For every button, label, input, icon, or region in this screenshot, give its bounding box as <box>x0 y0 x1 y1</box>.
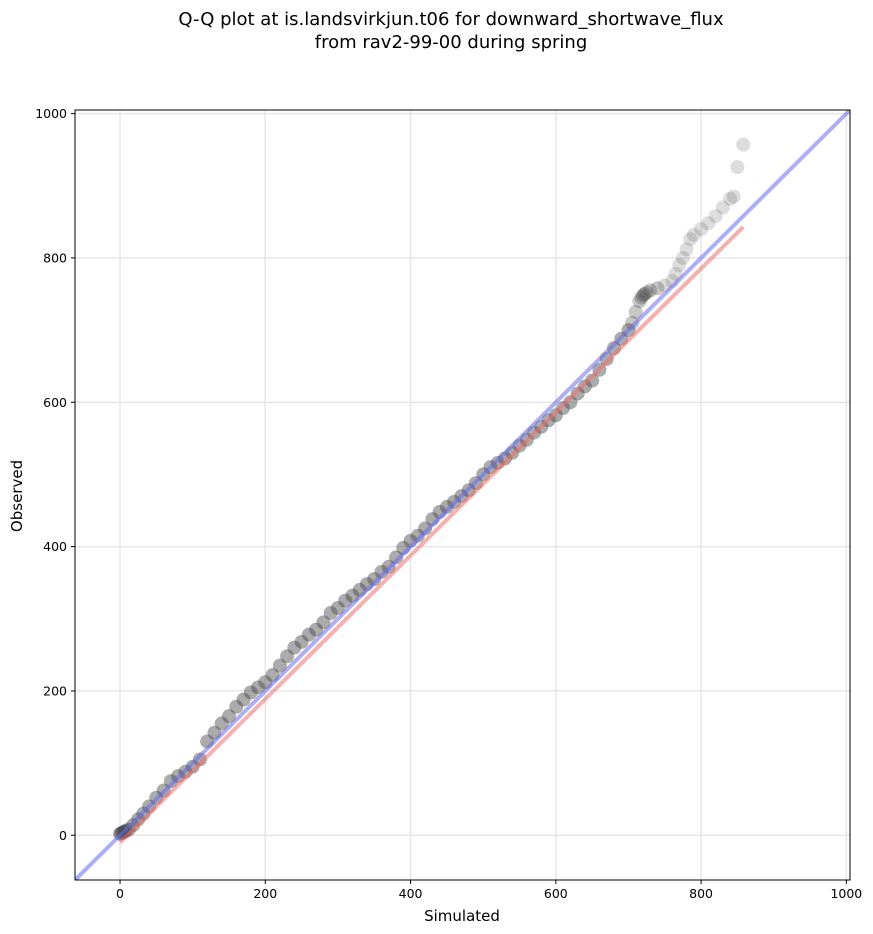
y-axis-label: Observed <box>8 460 26 532</box>
one-to-one-line <box>75 110 850 880</box>
data-point <box>221 709 236 724</box>
data-point <box>214 716 229 731</box>
x-tick-label: 200 <box>253 886 277 901</box>
data-point <box>643 283 658 298</box>
data-point <box>301 627 316 642</box>
data-point <box>723 191 738 206</box>
y-tick-label: 600 <box>43 395 67 410</box>
data-point <box>672 258 687 273</box>
y-tick-label: 400 <box>43 539 67 554</box>
data-point <box>243 685 258 700</box>
data-point <box>639 285 654 300</box>
plot-data <box>75 110 850 880</box>
x-tick-label: 800 <box>689 886 713 901</box>
data-point <box>367 572 382 587</box>
x-tick-label: 600 <box>544 886 568 901</box>
data-point <box>686 227 701 242</box>
data-point <box>316 615 331 630</box>
data-point <box>272 658 287 673</box>
x-axis-label: Simulated <box>424 907 500 925</box>
chart-title-line1: Q-Q plot at is.landsvirkjun.t06 for down… <box>178 9 724 30</box>
data-point <box>294 634 309 649</box>
data-point <box>650 281 665 296</box>
data-point <box>185 759 200 774</box>
data-point <box>556 401 571 416</box>
data-point <box>418 521 433 536</box>
data-point <box>730 160 745 175</box>
y-tick-label: 800 <box>43 250 67 265</box>
data-point <box>389 550 404 565</box>
data-point <box>637 287 652 302</box>
data-point <box>570 386 585 401</box>
chart-title-line2: from rav2-99-00 during spring <box>315 32 588 53</box>
data-point <box>548 408 563 423</box>
data-point <box>330 600 345 615</box>
data-point <box>708 209 723 224</box>
y-tick-label: 0 <box>59 828 67 843</box>
y-tick-label: 200 <box>43 683 67 698</box>
data-point <box>374 564 389 579</box>
data-point <box>628 305 643 320</box>
data-point <box>338 593 353 608</box>
data-point <box>635 288 650 303</box>
data-point <box>625 315 640 330</box>
data-point <box>163 774 178 789</box>
x-tick-label: 1000 <box>830 886 862 901</box>
data-point <box>251 680 266 695</box>
fit-line <box>118 225 745 844</box>
data-point <box>280 649 295 664</box>
x-tick-label: 0 <box>116 886 124 901</box>
data-point <box>309 622 324 637</box>
data-point <box>229 699 244 714</box>
data-point <box>632 294 647 309</box>
data-point <box>715 200 730 215</box>
data-point <box>683 232 698 247</box>
plot-frame <box>74 109 851 881</box>
data-point <box>287 640 302 655</box>
data-point <box>192 752 207 767</box>
data-point <box>236 692 251 707</box>
axis-ticks: 0 200 400 600 800 1000 0 200 400 600 800 1000 <box>35 106 862 901</box>
data-point <box>701 216 716 231</box>
data-point <box>736 137 751 152</box>
x-tick-label: 400 <box>399 886 423 901</box>
data-point <box>694 222 709 237</box>
y-tick-label: 1000 <box>35 106 67 121</box>
data-point <box>726 189 741 204</box>
data-point <box>323 605 338 620</box>
data-point <box>439 499 454 514</box>
grid-lines <box>75 110 850 880</box>
data-point <box>675 250 690 265</box>
data-point <box>634 290 649 305</box>
data-point <box>679 242 694 257</box>
data-point <box>577 379 592 394</box>
data-point <box>410 528 425 543</box>
